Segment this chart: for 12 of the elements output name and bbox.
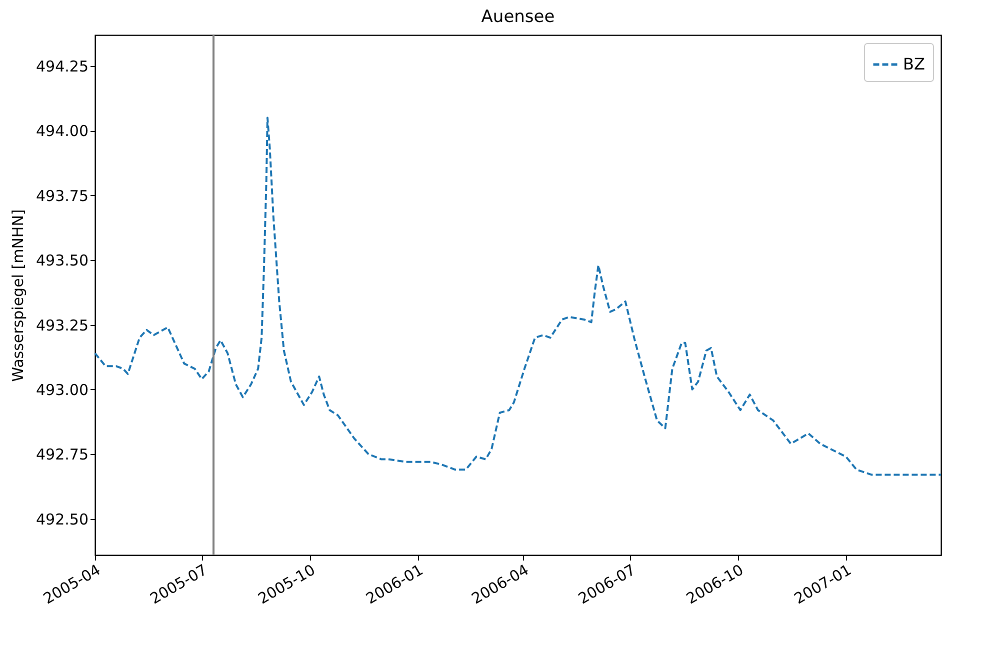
y-tick-label: 492.50 [36,510,88,528]
y-axis-title: Wasserspiegel [mNHN] [9,209,28,382]
y-tick-label: 493.75 [36,186,88,205]
y-tick-label: 493.50 [36,252,88,270]
y-tick-label: 493.25 [36,316,88,334]
y-tick-label: 493.00 [36,380,88,399]
y-tick-label: 494.25 [36,58,88,76]
chart-title: Auensee [481,7,555,27]
legend-label: BZ [903,54,925,74]
y-tick-label: 492.75 [36,446,88,464]
line-series [94,116,942,476]
y-tick-label: 494.00 [36,122,88,140]
